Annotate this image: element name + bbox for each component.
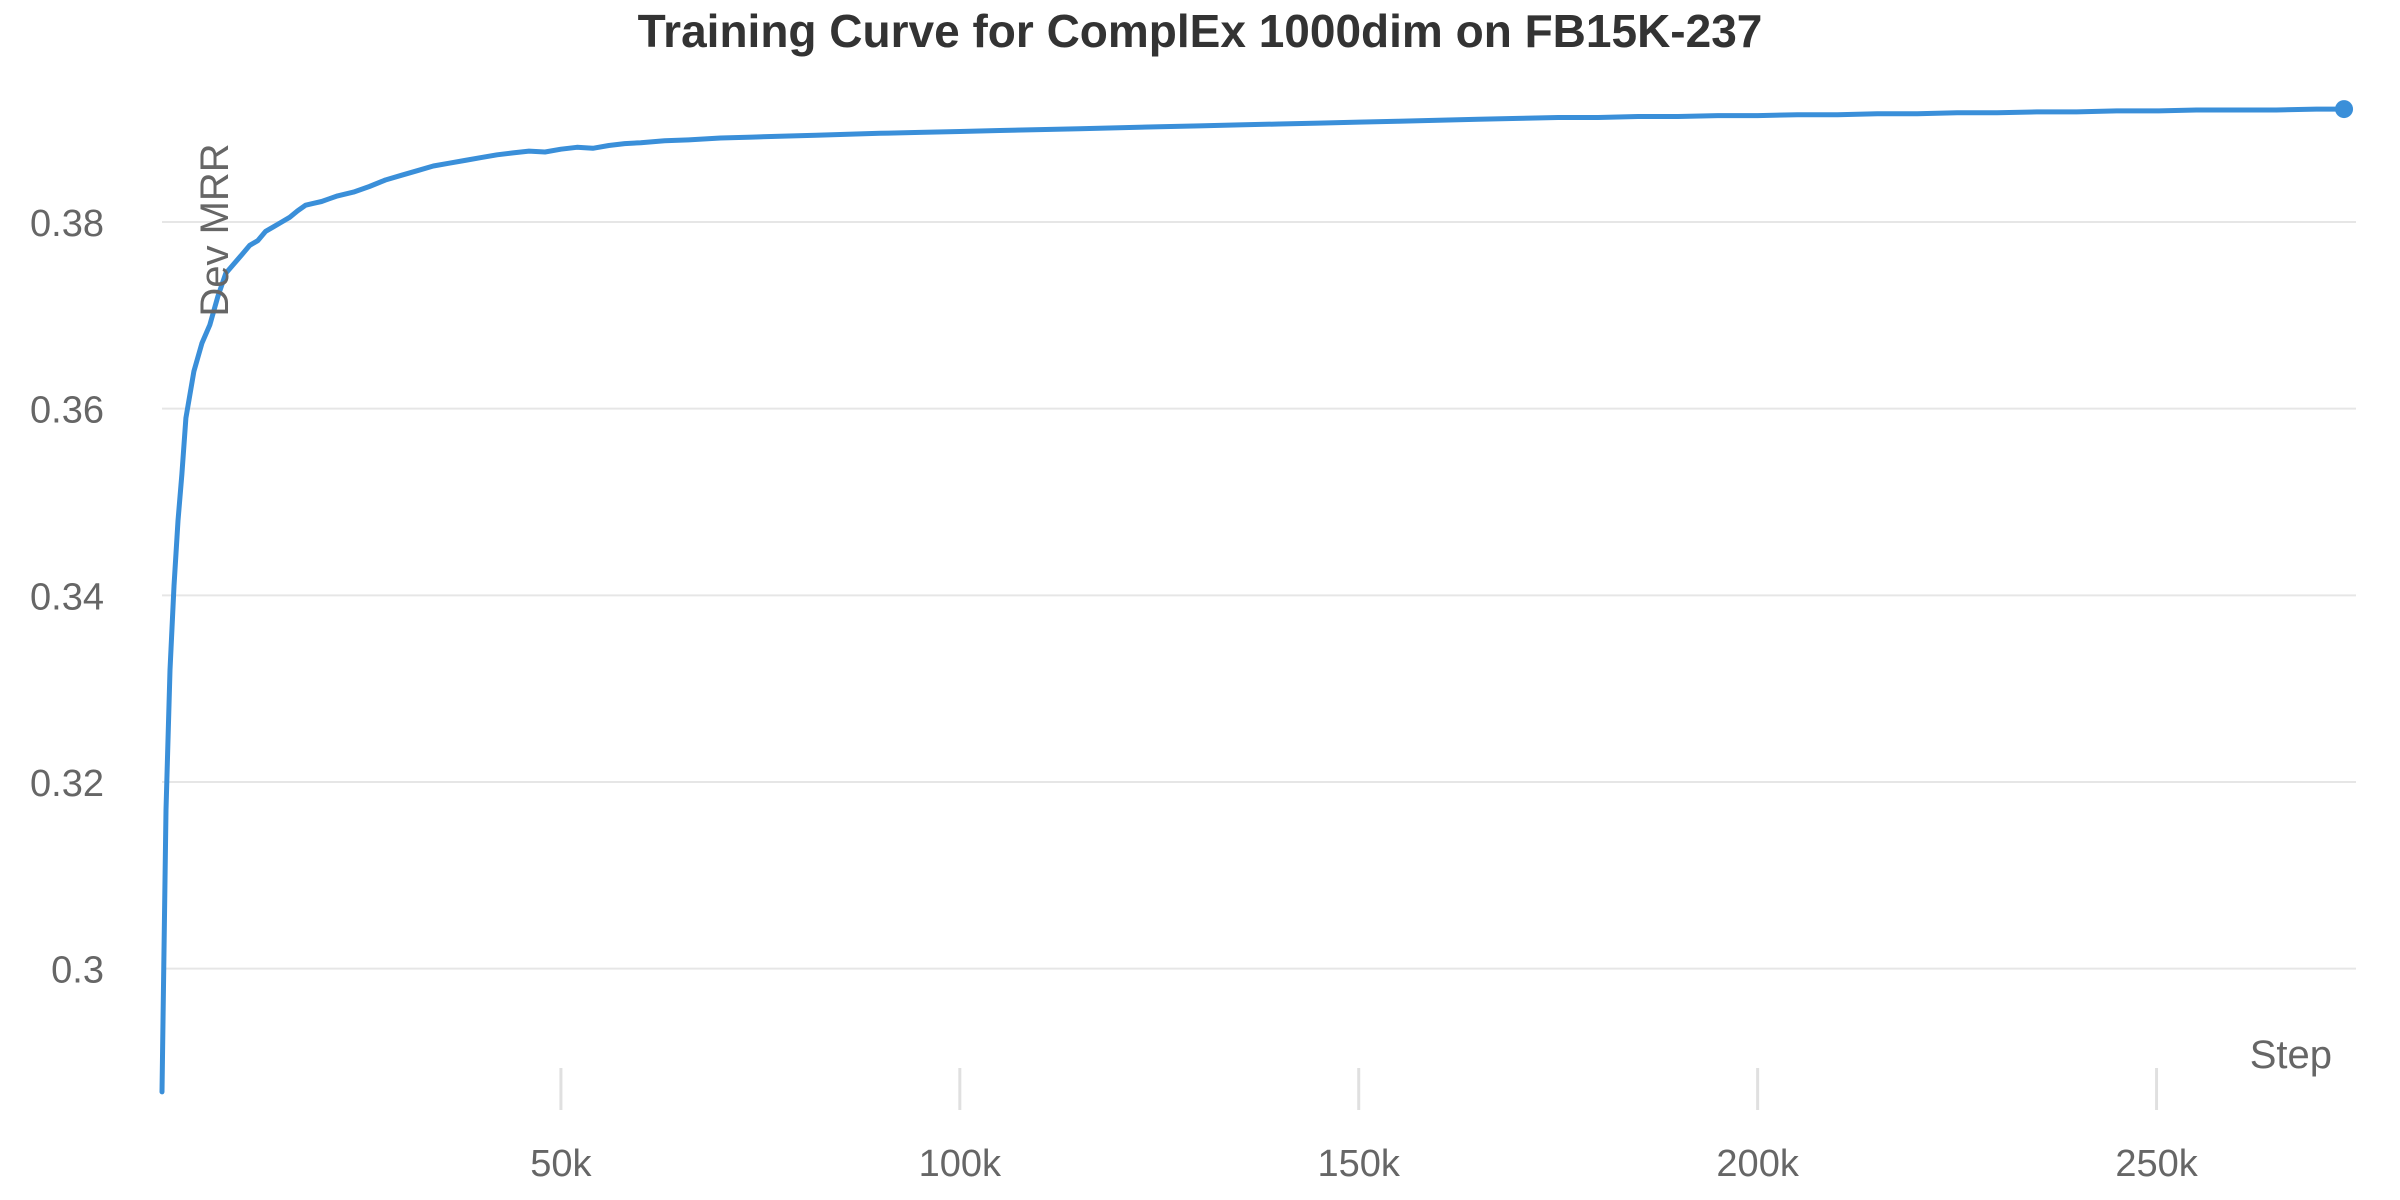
- y-tick-label: 0.34: [30, 576, 104, 618]
- series-layer: [159, 100, 2354, 1095]
- y-tick-layer: 0.3 0.32 0.34 0.36 0.38: [30, 203, 104, 992]
- series-end-point[interactable]: [2335, 100, 2354, 119]
- grid-layer: [162, 221, 2356, 970]
- y-axis-label: Dev MRR: [193, 143, 237, 316]
- y-tick-label: 0.38: [30, 203, 104, 245]
- x-tick-label: 100k: [919, 1143, 1002, 1185]
- y-tick-label: 0.32: [30, 763, 104, 805]
- x-tick-label: 200k: [1716, 1143, 1799, 1185]
- chart-title: Training Curve for ComplEx 1000dim on FB…: [637, 5, 1763, 57]
- x-tick-label: 150k: [1318, 1143, 1401, 1185]
- x-tick-layer: 50k 100k 150k 200k 250k: [530, 1068, 2199, 1185]
- x-axis-label: Step: [2250, 1033, 2332, 1077]
- y-tick-label: 0.36: [30, 390, 104, 432]
- x-tick-label: 250k: [2115, 1143, 2198, 1185]
- x-tick-label: 50k: [530, 1143, 592, 1185]
- y-tick-label: 0.3: [51, 950, 104, 992]
- series-line: [159, 106, 2347, 1095]
